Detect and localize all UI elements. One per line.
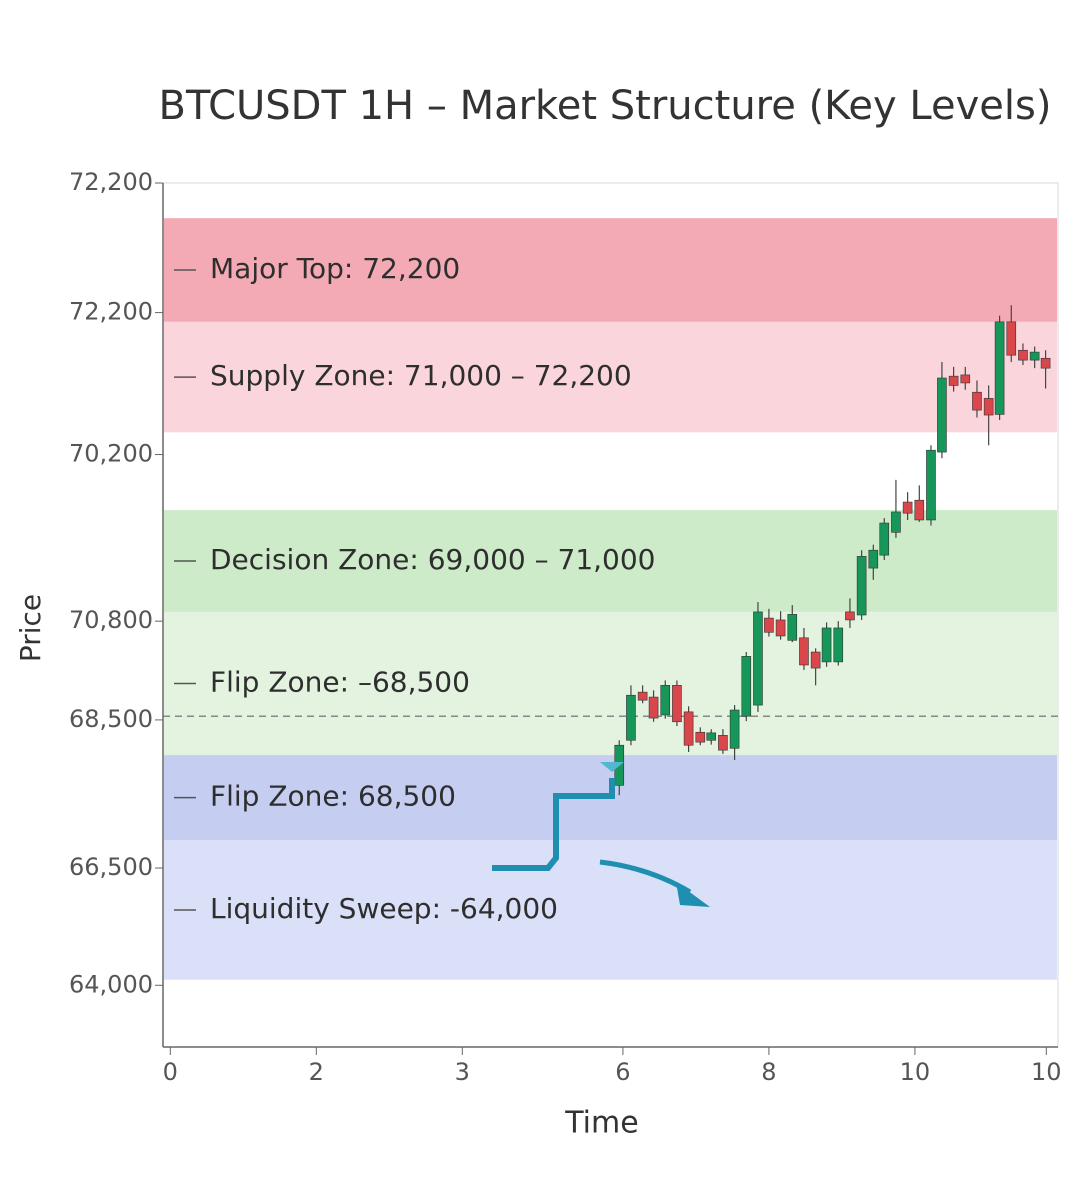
candle-body: [914, 499, 925, 521]
candle-body: [660, 685, 671, 716]
zone-label: Flip Zone: 68,500: [210, 780, 456, 813]
candle-body: [845, 611, 855, 621]
arrow-head: [676, 882, 710, 907]
x-tick-label: 8: [761, 1058, 776, 1086]
candle-body: [1040, 357, 1051, 369]
sweep-path: [492, 778, 615, 871]
candle-body: [821, 627, 832, 663]
zone-label: Supply Zone: 71,000 – 72,200: [210, 359, 632, 392]
x-tick-label: 10: [1031, 1058, 1062, 1086]
candle-body: [983, 398, 994, 416]
x-tick-label: 2: [309, 1058, 324, 1086]
x-tick-label: 0: [163, 1058, 178, 1086]
y-tick-label: 70,200: [69, 440, 153, 468]
candle-body: [718, 735, 728, 751]
candle-body: [799, 637, 809, 666]
candle-body: [948, 375, 959, 386]
candle-body: [706, 732, 717, 741]
candle-body: [729, 709, 740, 749]
annotation-arrows: [492, 762, 710, 907]
candle-body: [1029, 351, 1040, 361]
candle-body: [787, 614, 798, 641]
candle-body: [1018, 349, 1028, 361]
y-tick-label: 64,000: [69, 970, 153, 998]
candle-body: [856, 556, 867, 616]
candle-body: [683, 711, 694, 746]
x-axis-label: Time: [564, 1106, 638, 1141]
zone: [164, 510, 1057, 612]
candle-body: [695, 731, 706, 743]
y-tick-label: 68,500: [69, 705, 153, 733]
arrow-head: [600, 762, 624, 772]
candle-body: [764, 617, 774, 633]
candle-body: [1006, 321, 1017, 356]
x-tick-label: 3: [455, 1058, 470, 1086]
y-tick-label: 70,800: [69, 606, 153, 634]
candle-body: [833, 627, 844, 663]
candle-body: [753, 611, 763, 706]
candle-body: [637, 691, 648, 701]
candle-body: [960, 374, 971, 384]
candle-body: [879, 522, 890, 556]
candle-body: [891, 511, 901, 533]
zone: [164, 321, 1057, 433]
candle-body: [972, 391, 982, 411]
zone-label: Major Top: 72,200: [210, 252, 460, 285]
y-tick-label: 72,200: [69, 168, 153, 196]
y-axis-label: Price: [14, 594, 47, 662]
zone-label: Decision Zone: 69,000 – 71,000: [210, 543, 655, 576]
candle-body: [672, 685, 682, 723]
x-tick-label: 6: [615, 1058, 630, 1086]
zone: [164, 611, 1057, 756]
zone-label: Flip Zone: –68,500: [210, 666, 470, 699]
y-tick-label: 72,200: [69, 298, 153, 326]
candle-body: [868, 549, 879, 569]
zone: [164, 218, 1057, 322]
chart-title: BTCUSDT 1H – Market Structure (Key Level…: [159, 83, 1052, 129]
candle-body: [775, 619, 786, 637]
candle-body: [810, 651, 821, 669]
zones: Major Top: 72,200 Supply Zone: 71,000 – 7…: [162, 182, 1059, 1048]
candle-body: [902, 501, 913, 514]
candle-body: [626, 694, 636, 741]
candle-body: [994, 321, 1005, 415]
zone-label: Liquidity Sweep: -64,000: [210, 892, 558, 925]
y-tick-label: 66,500: [69, 853, 153, 881]
plot: 72,200 72,200 70,200 70,800 68,500 66,500 64,0…: [69, 168, 1062, 1086]
candle-body: [926, 449, 936, 521]
x-tick-label: 10: [900, 1058, 931, 1086]
candle-body: [741, 656, 752, 717]
candle-body: [648, 696, 659, 719]
candle-body: [937, 377, 947, 453]
